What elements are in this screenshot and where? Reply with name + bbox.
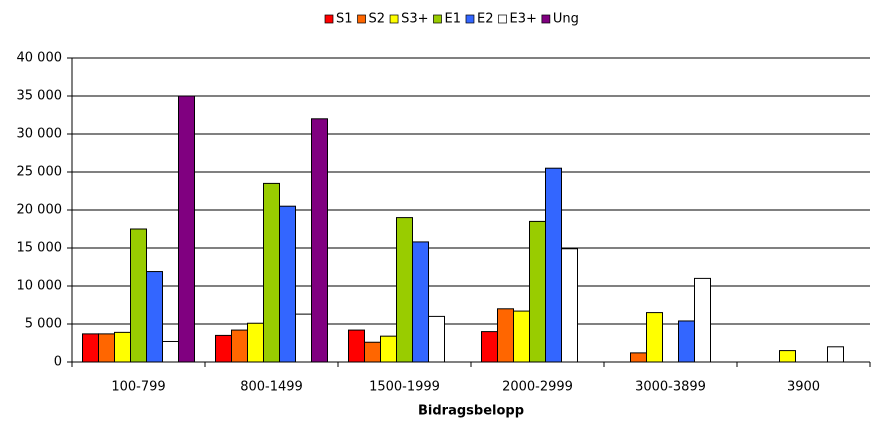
- bar: [513, 310, 530, 363]
- bar: [82, 333, 99, 363]
- bar: [779, 350, 796, 363]
- bar: [231, 329, 248, 363]
- bar: [114, 331, 131, 363]
- x-tick-label: 100-799: [111, 380, 165, 395]
- legend-label: E3+: [509, 12, 536, 27]
- bar: [678, 320, 695, 363]
- bar: [545, 167, 562, 363]
- legend-swatch: [465, 14, 475, 24]
- bar: [364, 341, 381, 363]
- bar: [162, 340, 179, 363]
- legend-swatch: [324, 14, 334, 24]
- x-axis-title: Bidragsbelopp: [418, 404, 524, 419]
- bar: [561, 248, 578, 363]
- y-tick-label: 5 000: [25, 317, 62, 332]
- x-tick-label: 3000-3899: [635, 380, 706, 395]
- bar: [146, 271, 163, 363]
- bar: [630, 352, 647, 363]
- y-tick-label: 10 000: [17, 279, 63, 294]
- y-tick-label: 15 000: [17, 241, 63, 256]
- y-tick-label: 40 000: [17, 51, 63, 66]
- bar: [529, 220, 546, 363]
- bar: [646, 312, 663, 363]
- legend-swatch: [498, 14, 507, 24]
- bar: [98, 333, 115, 363]
- bar: [295, 313, 312, 363]
- x-tick-label: 3900: [787, 380, 820, 395]
- legend-swatch: [357, 14, 366, 24]
- legend-label: S1: [336, 12, 353, 27]
- legend-swatch: [433, 14, 442, 24]
- bar: [380, 335, 397, 363]
- bar: [827, 346, 844, 363]
- y-tick-label: 0: [54, 355, 62, 370]
- y-tick-label: 20 000: [17, 203, 63, 218]
- bar: [497, 308, 514, 363]
- bar: [311, 118, 328, 363]
- bar: [178, 95, 195, 363]
- x-tick-label: 2000-2999: [502, 380, 573, 395]
- y-tick-label: 30 000: [17, 127, 63, 142]
- x-tick-label: 1500-1999: [369, 380, 440, 395]
- bar: [263, 182, 280, 363]
- bar: [694, 277, 711, 363]
- legend-swatch: [541, 14, 551, 24]
- legend-swatch: [389, 14, 399, 24]
- bar: [130, 228, 147, 363]
- legend-label: E1: [444, 12, 461, 27]
- y-tick-label: 35 000: [17, 89, 63, 104]
- legend-label: S2: [369, 12, 386, 27]
- bar: [396, 217, 413, 363]
- bar: [279, 205, 296, 363]
- bar: [247, 322, 264, 363]
- bar: [428, 315, 445, 363]
- legend-label: S3+: [401, 12, 428, 27]
- legend-label: Ung: [553, 12, 579, 27]
- legend-label: E2: [477, 12, 494, 27]
- bar: [348, 329, 365, 363]
- y-tick-label: 25 000: [17, 165, 63, 180]
- bar: [481, 331, 498, 363]
- x-tick-label: 800-1499: [240, 380, 303, 395]
- bar: [412, 241, 429, 363]
- bar: [215, 334, 232, 363]
